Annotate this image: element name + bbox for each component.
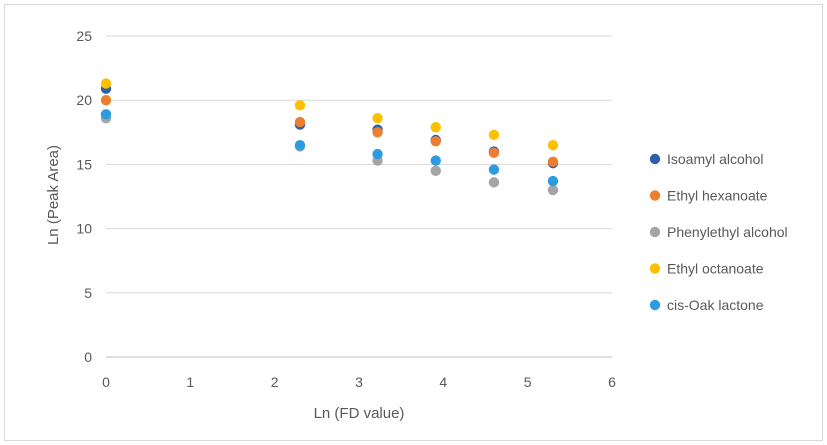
data-point [372,112,383,124]
data-point [488,147,500,159]
data-point [488,177,500,188]
y-tick-label: 5 [84,285,92,301]
x-axis-ticks: 0 1 2 3 4 5 6 [102,374,616,390]
legend-item: Phenylethyl alcohol [649,224,788,240]
data-points [100,78,559,196]
data-point [488,129,500,141]
legend-label: Ethyl hexanoate [667,188,768,204]
legend-marker [649,190,661,201]
legend-label: Ethyl octanoate [667,261,764,277]
legend-label: cis-Oak lactone [667,297,764,313]
legend-item: Ethyl octanoate [649,261,764,277]
data-point [430,121,441,133]
y-tick-label: 20 [76,92,92,108]
legend-marker [649,153,661,165]
data-point [372,148,383,160]
x-tick-label: 2 [271,374,279,390]
data-point [430,155,441,166]
data-point [430,165,441,177]
legend-item: cis-Oak lactone [649,297,764,313]
y-tick-label: 25 [76,28,92,44]
x-tick-label: 6 [608,374,616,390]
y-tick-label: 0 [84,349,92,365]
series-3 [100,78,559,151]
data-point [547,156,559,168]
series-1 [100,95,559,168]
data-point [294,100,306,111]
data-point [294,116,306,128]
data-point [488,164,500,175]
legend-marker [649,226,661,238]
y-axis-ticks: 0 5 10 15 20 25 [76,28,92,365]
data-point [547,184,559,196]
legend-marker [649,299,661,311]
legend: Isoamyl alcohol Ethyl hexanoate Phenylethy… [649,151,788,313]
legend-item: Ethyl hexanoate [649,188,768,204]
legend-marker [649,263,661,274]
x-tick-label: 0 [102,374,110,390]
x-tick-label: 1 [186,374,194,390]
data-point [547,139,559,151]
legend-label: Isoamyl alcohol [667,151,764,167]
gridlines [106,35,612,358]
data-point [372,127,383,138]
y-tick-label: 10 [76,221,92,237]
legend-label: Phenylethyl alcohol [667,224,788,240]
y-tick-label: 15 [76,156,92,172]
series-4 [100,109,559,187]
data-point [100,109,112,120]
x-tick-label: 4 [439,374,447,390]
data-point [547,175,559,187]
chart-frame [4,4,823,441]
data-point [294,139,306,151]
y-axis-title: Ln (Peak Area) [45,145,62,245]
legend-item: Isoamyl alcohol [649,151,764,167]
data-point [430,136,441,147]
data-point [100,95,112,106]
x-tick-label: 5 [524,374,532,390]
data-point [100,78,112,89]
x-tick-label: 3 [355,374,363,390]
x-axis-title: Ln (FD value) [314,405,405,422]
